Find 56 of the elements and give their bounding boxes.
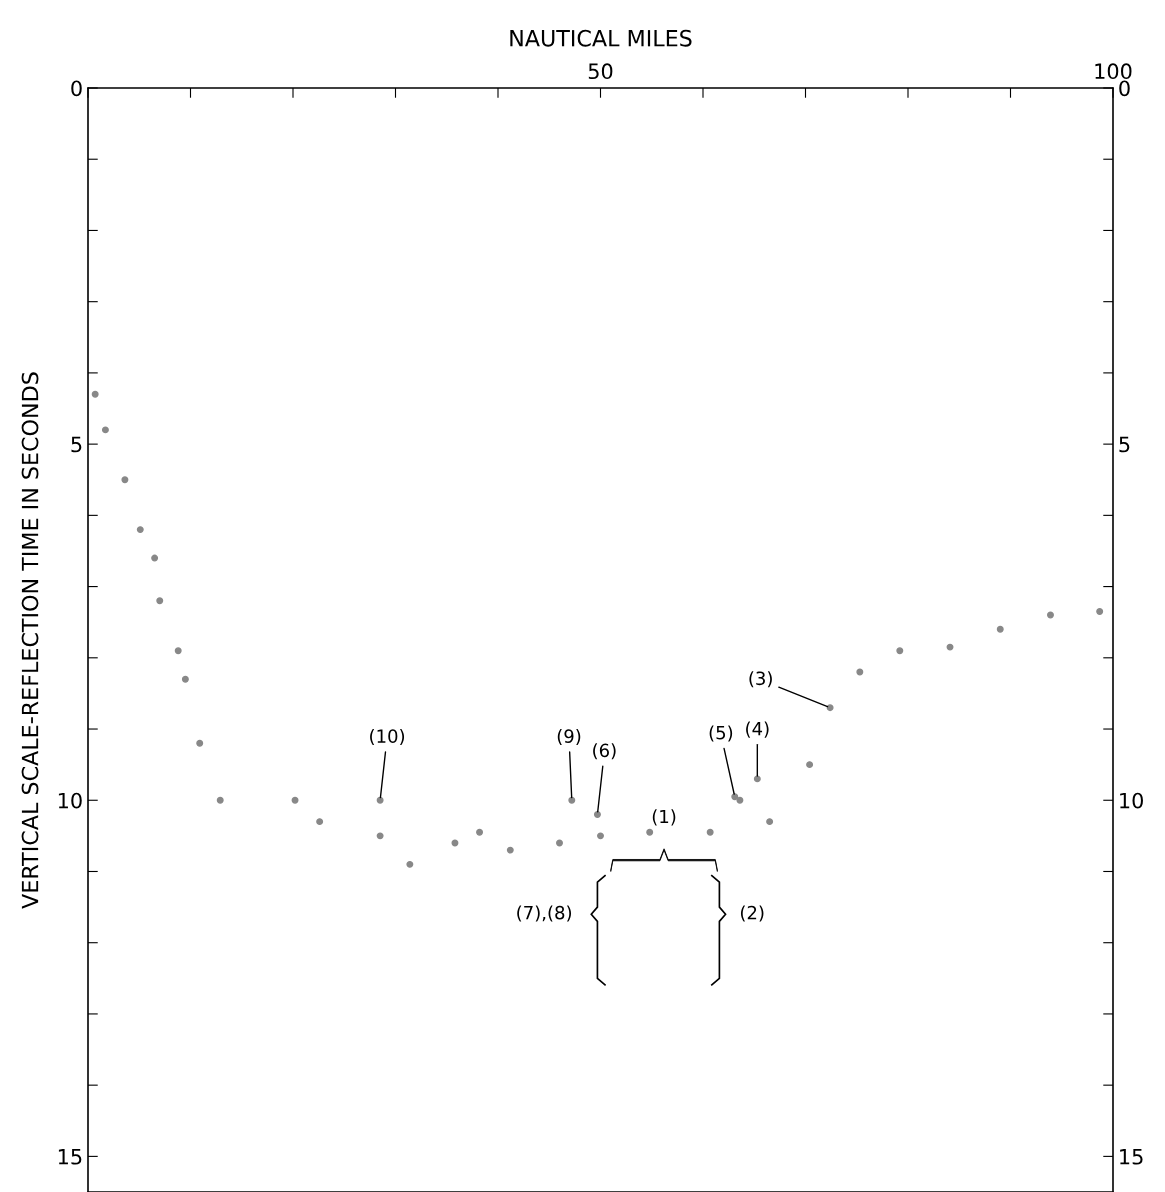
point <box>806 761 814 769</box>
point <box>136 526 144 534</box>
point <box>216 796 224 804</box>
x-tick-label: 50 <box>588 63 613 80</box>
point <box>174 647 182 655</box>
point <box>766 818 774 826</box>
annotation: (10) <box>370 729 405 746</box>
point <box>181 675 189 683</box>
y-axis-title: VERTICAL SCALE-REFLECTION TIME IN SECONDS <box>21 372 39 909</box>
annotation: (7),(8) <box>517 905 572 922</box>
annotation: (9) <box>557 729 581 746</box>
point <box>121 476 129 484</box>
annotation: (5) <box>709 725 733 742</box>
y2-tick-label: 0 <box>1119 80 1130 97</box>
point <box>316 818 324 826</box>
point <box>593 811 601 818</box>
point <box>896 647 904 655</box>
point <box>291 796 299 804</box>
y-tick-label: 0 <box>71 80 82 97</box>
point <box>1096 608 1104 615</box>
point <box>156 597 164 605</box>
point <box>568 796 576 804</box>
x-axis-title: NAUTICAL MILES <box>510 29 692 47</box>
point <box>196 739 204 747</box>
point <box>731 793 739 801</box>
point <box>91 390 99 398</box>
point <box>736 796 744 804</box>
point <box>101 426 109 434</box>
point <box>1047 611 1054 619</box>
y-tick-label: 10 <box>58 792 82 809</box>
point <box>646 828 654 836</box>
point <box>996 625 1004 633</box>
x-tick-label: 100 <box>1095 63 1132 80</box>
point <box>946 643 954 651</box>
point <box>706 828 714 836</box>
y2-tick-label: 10 <box>1120 792 1143 809</box>
point <box>597 832 604 840</box>
annotation: (2) <box>740 905 764 922</box>
y2-tick-label: 15 <box>1120 1149 1143 1165</box>
point <box>376 796 384 804</box>
annotation: (3) <box>749 671 772 688</box>
annotation: (6) <box>593 743 616 760</box>
y2-tick-label: 5 <box>1119 436 1130 453</box>
annotation: (4) <box>746 721 769 738</box>
point <box>151 554 159 562</box>
point <box>753 775 761 783</box>
point <box>406 860 414 868</box>
y-tick-label: 15 <box>58 1149 82 1165</box>
point <box>826 704 834 712</box>
point <box>376 832 384 840</box>
point <box>476 828 484 836</box>
point <box>856 668 864 676</box>
annotation: (1) <box>652 809 676 826</box>
point <box>556 839 563 847</box>
y-tick-label: 5 <box>71 436 82 453</box>
point <box>506 846 514 854</box>
